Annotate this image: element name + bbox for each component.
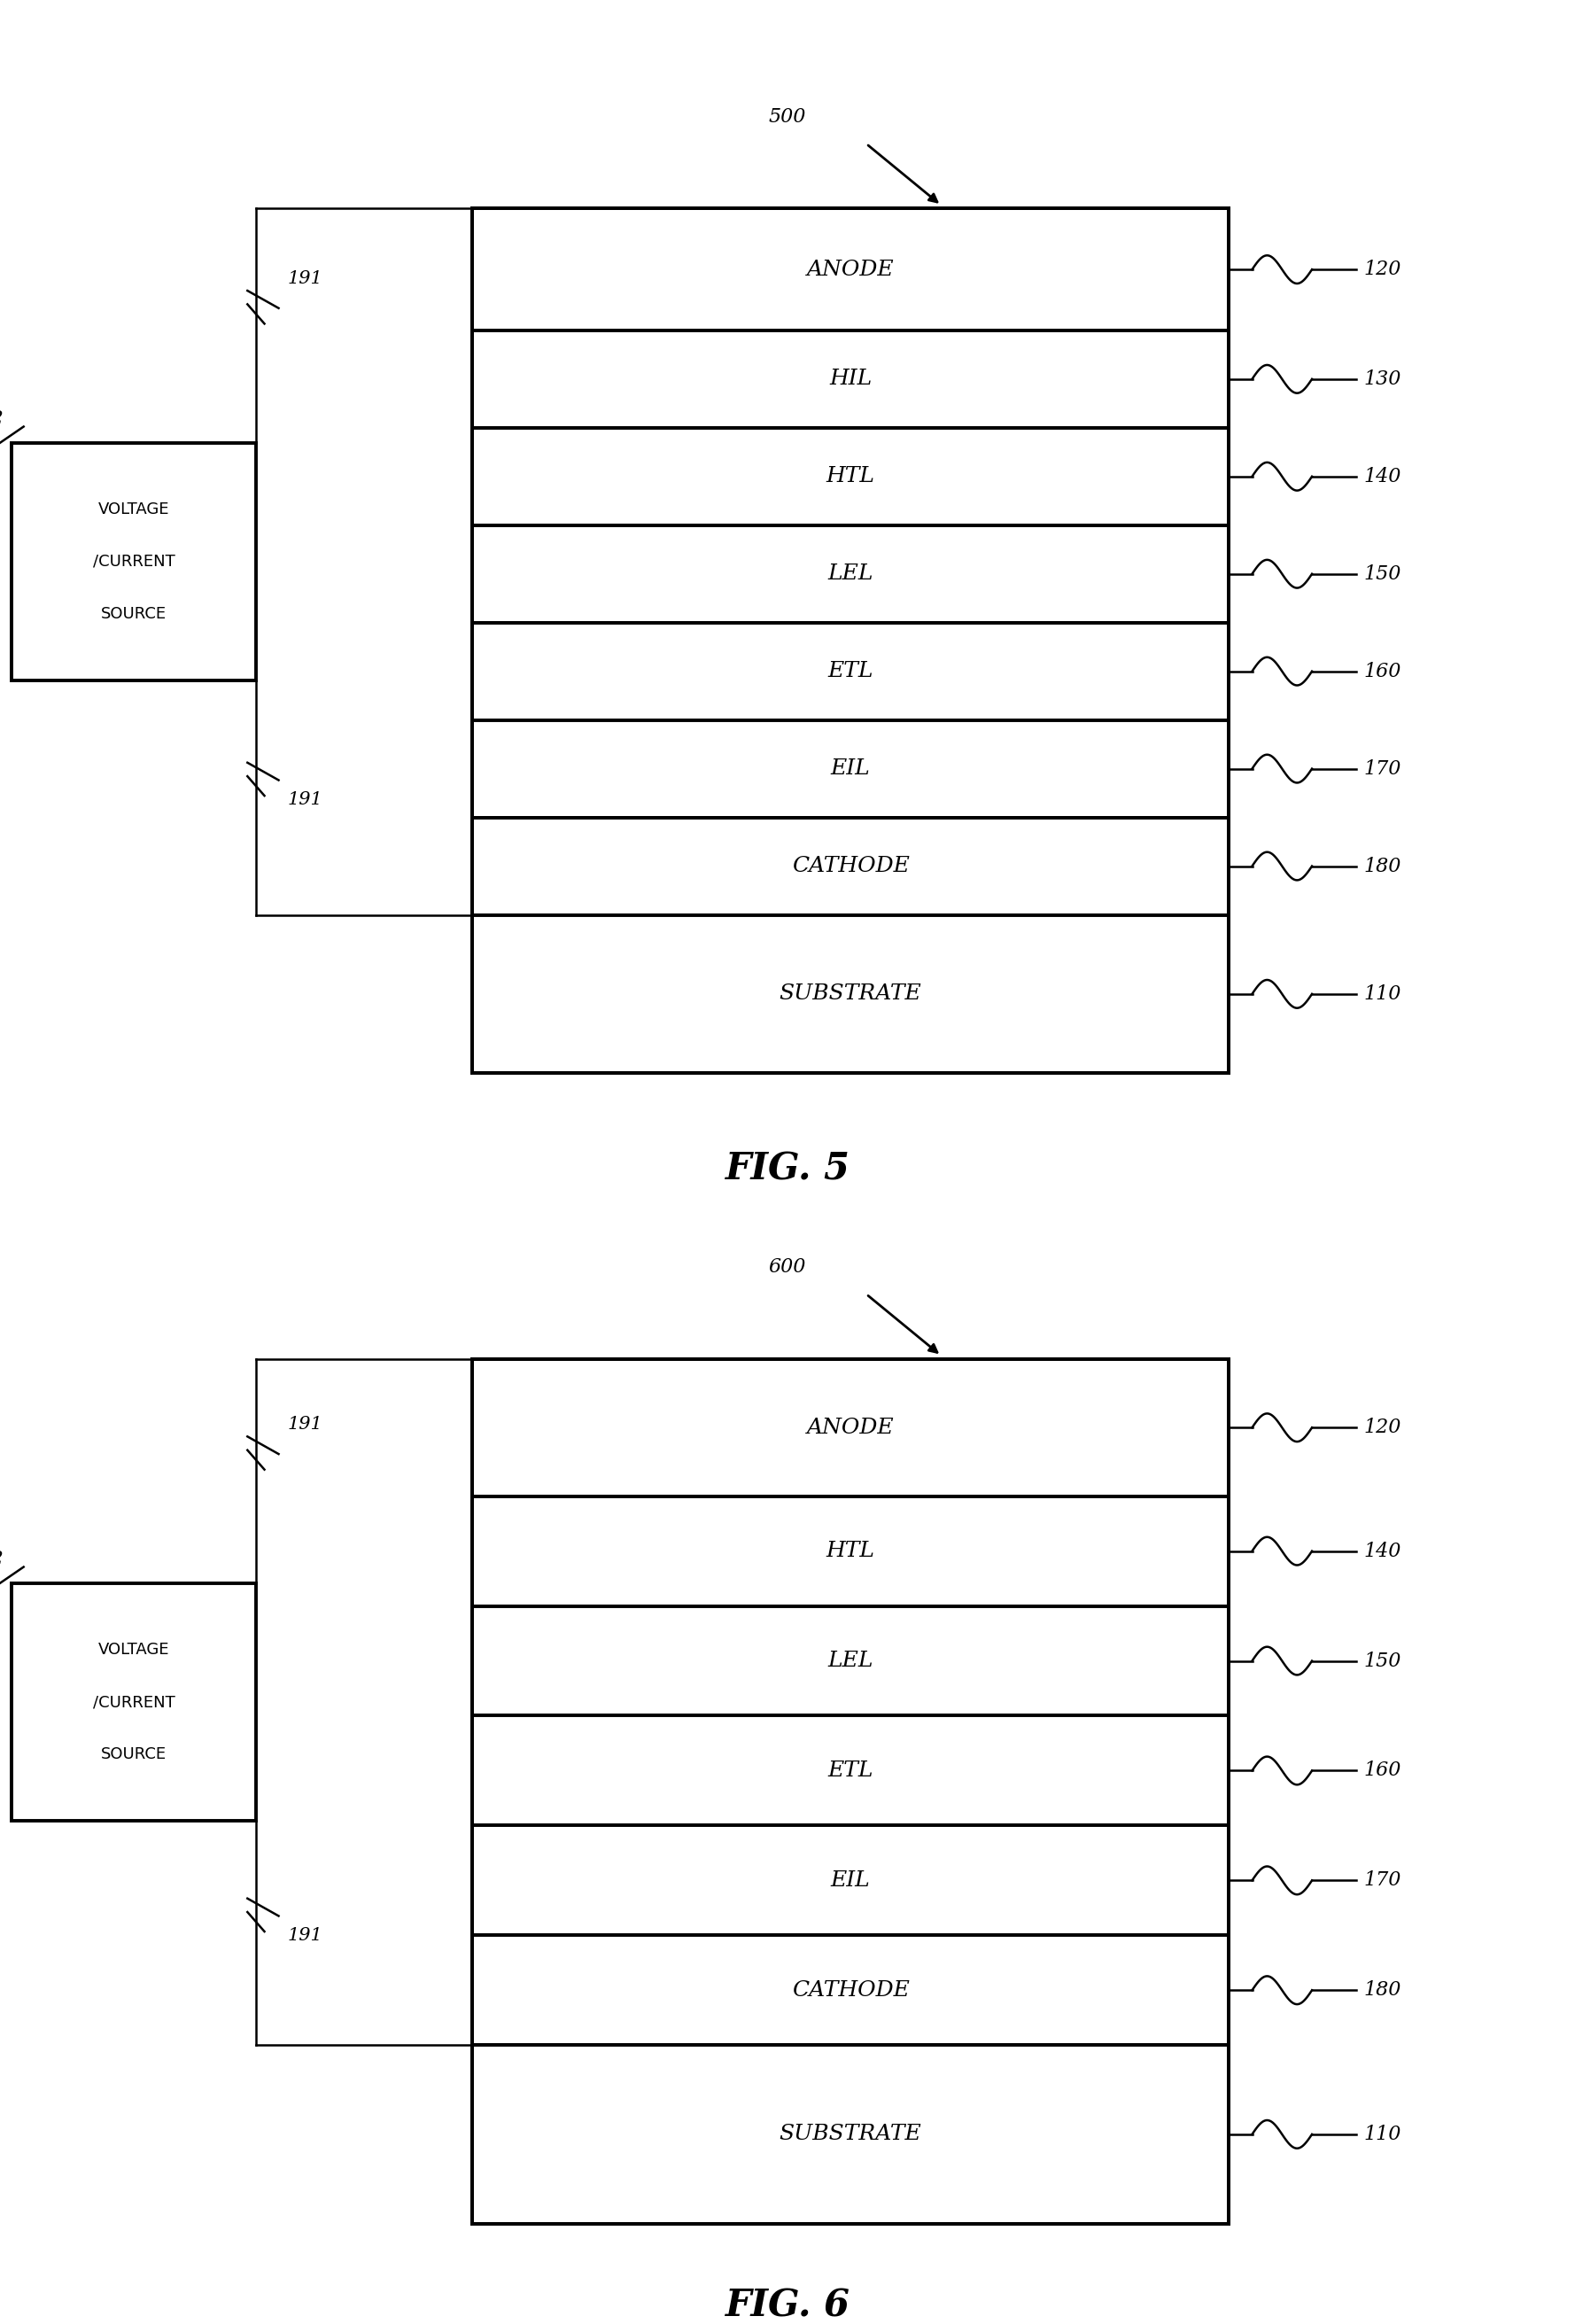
Bar — [472, 1936, 1228, 2045]
Text: 140: 140 — [1364, 467, 1402, 486]
Text: FIG. 6: FIG. 6 — [724, 2287, 850, 2324]
Bar — [472, 209, 1228, 1074]
Text: 110: 110 — [1364, 983, 1402, 1004]
Text: SUBSTRATE: SUBSTRATE — [780, 2124, 921, 2145]
Text: LEL: LEL — [828, 1650, 873, 1671]
Text: ETL: ETL — [828, 1762, 873, 1780]
Text: 600: 600 — [769, 1257, 806, 1276]
Text: SUBSTRATE: SUBSTRATE — [780, 983, 921, 1004]
Bar — [13, 444, 257, 681]
Bar — [472, 720, 1228, 818]
Text: 140: 140 — [1364, 1541, 1402, 1562]
Text: 160: 160 — [1364, 1762, 1402, 1780]
Bar — [472, 818, 1228, 916]
Text: 150: 150 — [1364, 565, 1402, 583]
Text: FIG. 5: FIG. 5 — [724, 1150, 850, 1188]
Text: 120: 120 — [1364, 1418, 1402, 1436]
Text: 192: 192 — [0, 409, 5, 428]
Bar — [472, 1715, 1228, 1827]
Text: /CURRENT: /CURRENT — [93, 553, 175, 569]
Text: VOLTAGE: VOLTAGE — [98, 1641, 170, 1657]
Text: SOURCE: SOURCE — [101, 1745, 167, 1762]
Text: 191: 191 — [288, 792, 323, 809]
Bar — [472, 1606, 1228, 1715]
Text: 180: 180 — [1364, 1980, 1402, 2001]
Bar — [472, 623, 1228, 720]
Bar — [472, 1360, 1228, 1497]
Text: EIL: EIL — [830, 758, 871, 779]
Bar — [472, 1360, 1228, 2224]
Text: 160: 160 — [1364, 662, 1402, 681]
Text: EIL: EIL — [830, 1871, 871, 1892]
Text: 191: 191 — [288, 270, 323, 286]
Text: LEL: LEL — [828, 565, 873, 583]
Bar — [472, 209, 1228, 330]
Text: 120: 120 — [1364, 260, 1402, 279]
Text: 192: 192 — [0, 1550, 5, 1566]
Bar — [472, 330, 1228, 428]
Bar — [472, 428, 1228, 525]
Bar — [13, 1583, 257, 1822]
Text: 130: 130 — [1364, 370, 1402, 388]
Text: VOLTAGE: VOLTAGE — [98, 502, 170, 518]
Text: 191: 191 — [288, 1415, 323, 1434]
Bar — [472, 916, 1228, 1074]
Text: HIL: HIL — [828, 370, 873, 388]
Text: CATHODE: CATHODE — [792, 1980, 909, 2001]
Text: 180: 180 — [1364, 855, 1402, 876]
Text: HTL: HTL — [827, 467, 874, 486]
Bar — [472, 1497, 1228, 1606]
Text: ANODE: ANODE — [806, 1418, 895, 1439]
Text: 150: 150 — [1364, 1650, 1402, 1671]
Text: /CURRENT: /CURRENT — [93, 1694, 175, 1710]
Text: 500: 500 — [769, 107, 806, 125]
Text: ANODE: ANODE — [806, 260, 895, 279]
Text: 170: 170 — [1364, 760, 1402, 779]
Text: 170: 170 — [1364, 1871, 1402, 1889]
Text: CATHODE: CATHODE — [792, 855, 909, 876]
Bar — [472, 2045, 1228, 2224]
Bar — [472, 1827, 1228, 1936]
Text: HTL: HTL — [827, 1541, 874, 1562]
Text: SOURCE: SOURCE — [101, 607, 167, 623]
Text: ETL: ETL — [828, 660, 873, 681]
Text: 110: 110 — [1364, 2124, 1402, 2145]
Bar — [472, 525, 1228, 623]
Text: 191: 191 — [288, 1927, 323, 1943]
